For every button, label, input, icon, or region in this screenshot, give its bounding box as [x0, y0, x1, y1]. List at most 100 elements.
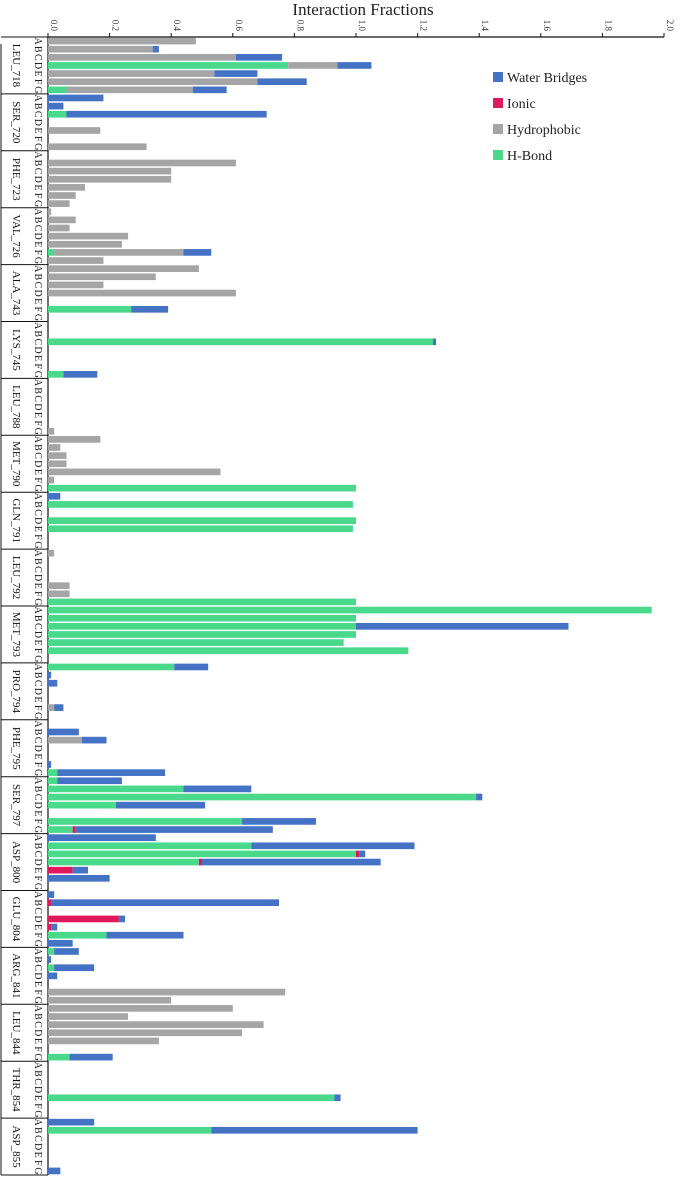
pose-label: E: [32, 1095, 43, 1101]
bar-segment-hb: [48, 931, 107, 939]
pose-label: G: [32, 257, 43, 264]
bar-segment-hb: [48, 501, 353, 508]
pose-label: G: [32, 200, 43, 207]
bar-segment-ion: [48, 899, 52, 907]
bar-segment-hyd: [48, 988, 286, 996]
pose-label: C: [32, 851, 43, 858]
bar-segment-hyd: [48, 257, 104, 264]
pose-label: G: [32, 997, 43, 1004]
pose-label: C: [32, 907, 43, 914]
bar-segment-hyd: [48, 167, 172, 175]
pose-label: D: [32, 631, 43, 638]
bar-segment-hb: [48, 818, 243, 825]
bar-segment-hb: [48, 631, 356, 638]
pose-label: A: [32, 151, 43, 159]
residue-label: LEU_788: [10, 385, 22, 429]
bar-segment-wb: [202, 858, 381, 866]
pose-label: D: [32, 915, 43, 922]
pose-label: C: [32, 225, 43, 232]
pose-label: C: [32, 452, 43, 459]
pose-label: A: [32, 606, 43, 614]
pose-label: G: [32, 541, 43, 548]
bar-segment-hyd: [48, 216, 76, 224]
pose-label: F: [32, 534, 43, 540]
bar-segment-wb: [48, 102, 64, 110]
bar-segment-hyd: [48, 208, 52, 216]
pose-label: E: [32, 640, 43, 646]
bar-segment-wb: [48, 679, 58, 687]
bar-segment-hyd: [66, 86, 193, 94]
bar-segment-wb: [257, 78, 307, 86]
residue-label: LYS_745: [10, 329, 22, 371]
pose-label: A: [32, 720, 43, 728]
bar-segment-wb: [48, 972, 58, 980]
pose-label: F: [32, 819, 43, 825]
pose-label: F: [32, 307, 43, 313]
bar-segment-hb: [48, 769, 58, 776]
bar-segment-wb: [115, 801, 206, 809]
bar-segment-hb: [48, 305, 132, 313]
legend: Water Bridges Ionic Hydrophobic H-Bond: [493, 71, 587, 164]
bar-segment-hb: [48, 785, 184, 793]
pose-label: G: [32, 598, 43, 605]
pose-label: D: [32, 517, 43, 524]
bar-segment-wb: [251, 842, 415, 850]
pose-label: B: [32, 899, 43, 906]
pose-label: B: [32, 956, 43, 963]
bar-segment-hyd: [48, 1021, 264, 1028]
pose-label: B: [32, 729, 43, 736]
bar-segment-hb: [48, 639, 344, 646]
bar-segment-hb: [48, 647, 409, 655]
pose-label: C: [32, 282, 43, 289]
pose-label: E: [32, 981, 43, 987]
legend-label: H-Bond: [507, 149, 552, 164]
pose-label: F: [32, 477, 43, 483]
legend-swatch: [493, 124, 503, 134]
bar-segment-wb: [337, 62, 372, 69]
pose-label: F: [32, 193, 43, 199]
bar-segment-wb: [433, 338, 437, 346]
pose-label: A: [32, 1119, 43, 1127]
bar-segment-wb: [48, 891, 55, 898]
bar-segment-hyd: [48, 444, 61, 451]
bar-segment-hyd: [48, 1013, 129, 1020]
pose-label: F: [32, 136, 43, 142]
bar-segment-wb: [106, 931, 184, 939]
bar-segment-hyd: [48, 704, 55, 711]
pose-label: A: [32, 777, 43, 785]
x-axis: 0.0 0.2 0.4 0.6 0.8 1.0 1.2 1.4 1.6 1.8 2.0: [47, 20, 675, 38]
bar-segment-wb: [235, 53, 283, 61]
pose-label: E: [32, 127, 43, 133]
pose-label: D: [32, 289, 43, 296]
pose-label: A: [32, 94, 43, 102]
bar-segment-hyd: [48, 45, 153, 53]
residue-label: VAL_726: [10, 215, 22, 259]
bar-segment-hb: [48, 948, 55, 955]
pose-label: G: [32, 371, 43, 378]
bar-segment-hb: [48, 1053, 70, 1061]
pose-label: B: [32, 273, 43, 280]
bar-segment-wb: [211, 1126, 418, 1134]
pose-label: A: [32, 948, 43, 956]
pose-label: C: [32, 395, 43, 402]
bar-segment-hyd: [48, 184, 85, 191]
bar-segment-wb: [152, 45, 159, 53]
bar-segment-hb: [48, 826, 73, 833]
bar-segment-wb: [57, 777, 122, 785]
pose-label: D: [32, 574, 43, 581]
pose-label: C: [32, 168, 43, 175]
bar-segment-hyd: [48, 996, 172, 1004]
pose-label: F: [32, 1046, 43, 1052]
y-axis: LEU_718ABCDEFGSER_720ABCDEFGPHE_723ABCDE…: [0, 36, 49, 1176]
bar-segment-hyd: [48, 452, 67, 459]
legend-swatch: [493, 72, 503, 82]
pose-label: D: [32, 745, 43, 752]
bar-segment-wb: [51, 899, 279, 907]
bar-segment-hyd: [48, 192, 76, 199]
pose-label: F: [32, 591, 43, 597]
bar-segment-ion: [198, 858, 202, 866]
bar-segment-hyd: [288, 62, 338, 69]
bar-segment-wb: [48, 671, 52, 679]
pose-label: F: [32, 420, 43, 426]
pose-label: F: [32, 79, 43, 85]
